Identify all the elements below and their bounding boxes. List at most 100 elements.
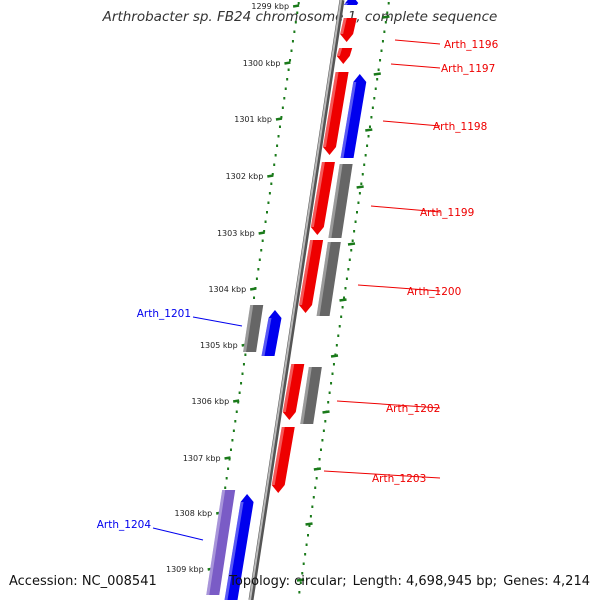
tick-dot <box>242 363 245 366</box>
tick-dot <box>265 211 268 214</box>
major-tick <box>296 578 305 582</box>
tick-dot <box>381 40 384 43</box>
gene-arrow[interactable] <box>271 427 295 493</box>
gene-arrow[interactable] <box>340 74 367 158</box>
major-tick <box>305 522 313 526</box>
tick-dot <box>278 125 281 128</box>
tick-dot <box>343 296 346 299</box>
gene-arrow[interactable] <box>299 240 324 313</box>
leader-line <box>192 316 243 327</box>
gene-shade <box>243 305 254 352</box>
tick-dot <box>350 249 353 252</box>
tick-dot <box>232 429 235 432</box>
gene-label[interactable]: Arth_1196 <box>444 39 499 51</box>
tick-dot <box>370 116 373 119</box>
kbp-tick-label: 1303 kbp <box>217 229 255 238</box>
tick-dot <box>376 78 379 81</box>
gene-label[interactable]: Arth_1201 <box>137 308 191 320</box>
tick-dot <box>328 391 331 394</box>
gene-label[interactable]: Arth_1203 <box>372 473 426 485</box>
gene-label[interactable]: Arth_1198 <box>433 121 487 133</box>
tick-dot <box>225 477 228 480</box>
kbp-tick-label: 1305 kbp <box>200 341 238 350</box>
gene-arrow[interactable] <box>340 18 357 42</box>
major-tick <box>232 399 240 403</box>
tick-dot <box>286 78 289 81</box>
tick-dot <box>366 144 369 147</box>
gene-arrow[interactable] <box>261 310 282 356</box>
tick-dot <box>354 220 357 223</box>
tick-dot <box>280 116 283 119</box>
gene-arrow[interactable] <box>310 162 335 235</box>
gene-shade <box>322 72 339 147</box>
gene-arrow[interactable] <box>300 367 322 424</box>
tick-dot <box>235 410 238 413</box>
gene-label[interactable]: Arth_1204 <box>97 519 152 531</box>
tick-dot <box>330 382 333 385</box>
gene-shade <box>224 502 244 600</box>
gene-shade <box>340 18 347 34</box>
tick-dot <box>260 249 263 252</box>
kbp-tick-label: 1302 kbp <box>226 172 264 181</box>
kbp-tick-label: 1304 kbp <box>208 285 246 294</box>
kbp-tick-label: 1300 kbp <box>243 59 281 68</box>
leader-line <box>152 527 204 541</box>
tick-dot <box>357 201 360 204</box>
tick-dot <box>322 429 325 432</box>
tick-dot <box>302 562 305 565</box>
kbp-tick-label: 1301 kbp <box>234 115 272 124</box>
tick-dot <box>312 496 315 499</box>
gene-arrow[interactable] <box>316 242 341 316</box>
gene-label[interactable]: Arth_1197 <box>441 63 495 75</box>
gene-arrow[interactable] <box>328 164 353 238</box>
gene-label[interactable]: Arth_1199 <box>420 207 474 219</box>
kbp-tick-label: 1308 kbp <box>174 509 212 518</box>
tick-dot <box>277 135 280 138</box>
tick-dot <box>289 59 292 62</box>
tick-dot <box>241 372 244 375</box>
gene-shade <box>310 162 325 227</box>
kbp-tick-label: 1299 kbp <box>251 2 289 11</box>
tick-dot <box>332 363 335 366</box>
gene-arrow[interactable] <box>336 48 353 64</box>
gene-label[interactable]: Arth_1202 <box>386 403 440 415</box>
tick-dot <box>351 239 354 242</box>
gene-shade <box>336 48 343 56</box>
gene-arrow[interactable] <box>282 364 305 420</box>
major-tick <box>330 354 339 358</box>
tick-dot <box>386 11 389 14</box>
genome-stats: Topology: circular; Length: 4,698,945 bp;… <box>229 574 590 589</box>
major-tick <box>373 72 381 76</box>
gene-arrow[interactable] <box>243 305 264 352</box>
tick-dot <box>234 420 237 423</box>
major-tick <box>224 456 231 460</box>
tick-dot <box>353 230 356 233</box>
tick-dot <box>311 505 314 508</box>
tick-dot <box>364 154 367 157</box>
tick-dot <box>344 287 347 290</box>
tick-dot <box>298 591 301 594</box>
tick-dot <box>228 458 231 461</box>
tick-dot <box>276 144 279 147</box>
gene-shade <box>316 242 331 316</box>
tick-dot <box>309 515 312 518</box>
tick-dot <box>304 553 307 556</box>
tick-dot <box>274 154 277 157</box>
tick-dot <box>284 87 287 90</box>
major-tick <box>258 231 265 235</box>
tick-dot <box>271 173 274 176</box>
tick-dot <box>314 486 317 489</box>
tick-dot <box>345 277 348 280</box>
gene-arrow[interactable] <box>343 0 359 5</box>
tick-dot <box>237 401 240 404</box>
tick-dot <box>253 296 256 299</box>
gene-arrow[interactable] <box>224 494 254 600</box>
gene-label[interactable]: Arth_1200 <box>407 286 461 298</box>
gene-arrow[interactable] <box>206 490 236 595</box>
kbp-tick-label: 1309 kbp <box>166 565 204 574</box>
gene-arrow[interactable] <box>322 72 349 155</box>
tick-dot <box>268 192 271 195</box>
leader-line <box>394 39 441 45</box>
gene-count-text: Genes: 4,214 <box>503 574 590 589</box>
